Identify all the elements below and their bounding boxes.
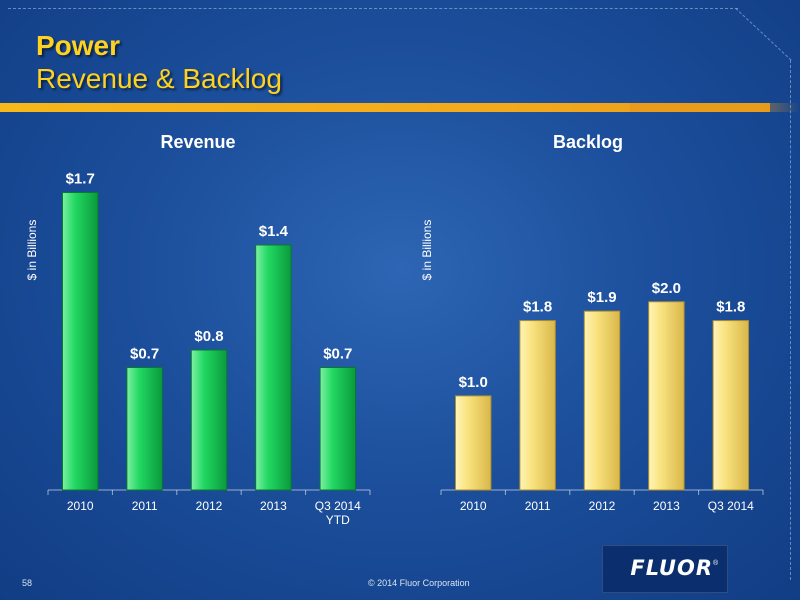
slide-border-right [790, 60, 791, 580]
revenue-data-label: $0.7 [130, 346, 159, 363]
copyright-text: © 2014 Fluor Corporation [368, 578, 470, 588]
logo-registered-mark: ® [713, 560, 719, 567]
backlog-chart-title: Backlog [553, 132, 623, 152]
backlog-bar [712, 320, 750, 491]
page-number: 58 [22, 578, 33, 588]
revenue-data-label: $1.7 [66, 171, 95, 188]
backlog-tick-label: 2012 [589, 499, 616, 513]
backlog-bar [583, 310, 621, 491]
fluor-logo: FLUOR ® [602, 545, 728, 593]
backlog-data-label: $1.8 [523, 299, 552, 316]
revenue-bar [126, 367, 163, 491]
revenue-bar [190, 349, 228, 491]
revenue-data-label: $0.8 [194, 328, 223, 345]
title-rule-fade [630, 103, 800, 112]
slide-title: Power [36, 30, 121, 61]
backlog-bar [648, 301, 685, 491]
revenue-tick-label: YTD [326, 513, 350, 527]
revenue-chart: Revenue $ in Billions $1.7 2010 $0.7 2011 $0.8… [25, 132, 371, 527]
backlog-data-label: $2.0 [652, 280, 681, 297]
revenue-tick-label: 2012 [196, 499, 223, 513]
revenue-tick-label: 2010 [67, 499, 94, 513]
revenue-tick-label: Q3 2014 [315, 499, 361, 513]
backlog-bar [519, 320, 556, 491]
revenue-data-label: $0.7 [323, 346, 352, 363]
backlog-data-label: $1.9 [587, 289, 616, 306]
slide-border-top [8, 8, 738, 9]
backlog-tick-label: 2011 [525, 499, 551, 513]
backlog-tick-label: 2010 [460, 499, 487, 513]
revenue-tick-label: 2013 [260, 499, 287, 513]
backlog-bar [454, 395, 492, 491]
revenue-y-axis-label: $ in Billions [25, 220, 39, 281]
backlog-data-label: $1.0 [459, 374, 488, 391]
revenue-bar [61, 192, 99, 491]
backlog-tick-label: Q3 2014 [708, 499, 754, 513]
title-rule [0, 103, 770, 112]
backlog-y-axis-label: $ in Billions [420, 220, 434, 281]
logo-wordmark: FLUOR [630, 556, 713, 580]
backlog-chart: Backlog $ in Billions $1.0 2010 $1.8 2011 $1.9… [420, 132, 764, 513]
revenue-bar [319, 367, 357, 491]
backlog-tick-label: 2013 [653, 499, 680, 513]
revenue-data-label: $1.4 [259, 223, 289, 240]
slide-subtitle: Revenue & Backlog [36, 63, 282, 94]
revenue-tick-label: 2011 [132, 499, 158, 513]
revenue-bar [255, 244, 292, 491]
backlog-data-label: $1.8 [716, 299, 745, 316]
revenue-chart-title: Revenue [160, 132, 235, 152]
